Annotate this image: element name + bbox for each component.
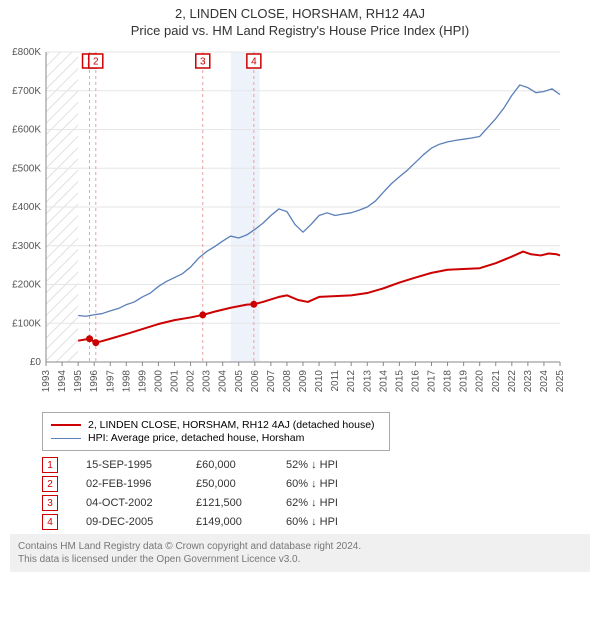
- svg-text:2007: 2007: [266, 370, 277, 393]
- transaction-price: £121,500: [196, 497, 286, 509]
- svg-text:2005: 2005: [234, 370, 245, 393]
- svg-text:2008: 2008: [282, 370, 293, 393]
- transaction-price: £50,000: [196, 478, 286, 490]
- transaction-date: 09-DEC-2005: [86, 516, 196, 528]
- legend-item: HPI: Average price, detached house, Hors…: [51, 432, 381, 444]
- svg-text:2013: 2013: [362, 370, 373, 393]
- transactions-table: 1 15-SEP-1995£60,00052% ↓ HPI 2 02-FEB-1996…: [42, 457, 590, 530]
- transaction-badge: 3: [42, 495, 58, 511]
- svg-text:2023: 2023: [523, 370, 534, 393]
- svg-text:£700K: £700K: [12, 86, 41, 97]
- svg-text:£500K: £500K: [12, 163, 41, 174]
- legend-label: 2, LINDEN CLOSE, HORSHAM, RH12 4AJ (deta…: [88, 419, 375, 431]
- transaction-date: 15-SEP-1995: [86, 459, 196, 471]
- svg-text:£100K: £100K: [12, 318, 41, 329]
- attribution-footer: Contains HM Land Registry data © Crown c…: [10, 534, 590, 572]
- svg-text:2004: 2004: [218, 370, 229, 393]
- svg-text:3: 3: [200, 57, 206, 68]
- svg-text:2012: 2012: [346, 370, 357, 393]
- transaction-row: 4 09-DEC-2005£149,00060% ↓ HPI: [42, 514, 590, 530]
- svg-text:2000: 2000: [153, 370, 164, 393]
- transaction-date: 04-OCT-2002: [86, 497, 196, 509]
- transaction-badge: 4: [42, 514, 58, 530]
- chart-svg: £0 £100K £200K £300K £400K £500K £600K £700K £80…: [0, 44, 570, 404]
- svg-text:1997: 1997: [105, 370, 116, 393]
- transaction-row: 1 15-SEP-1995£60,00052% ↓ HPI: [42, 457, 590, 473]
- chart-container: 2, LINDEN CLOSE, HORSHAM, RH12 4AJ Price…: [0, 0, 600, 572]
- svg-text:2025: 2025: [555, 370, 566, 393]
- svg-text:£200K: £200K: [12, 280, 41, 291]
- svg-text:£600K: £600K: [12, 125, 41, 136]
- svg-text:1999: 1999: [137, 370, 148, 393]
- svg-text:£300K: £300K: [12, 241, 41, 252]
- transaction-row: 2 02-FEB-1996£50,00060% ↓ HPI: [42, 476, 590, 492]
- svg-text:1995: 1995: [73, 370, 84, 393]
- svg-text:2015: 2015: [394, 370, 405, 393]
- transaction-price: £60,000: [196, 459, 286, 471]
- svg-text:2: 2: [93, 57, 99, 68]
- svg-text:4: 4: [251, 57, 257, 68]
- svg-text:2019: 2019: [459, 370, 470, 393]
- svg-text:2024: 2024: [539, 370, 550, 393]
- titles: 2, LINDEN CLOSE, HORSHAM, RH12 4AJ Price…: [0, 0, 600, 38]
- title-subtitle: Price paid vs. HM Land Registry's House …: [0, 23, 600, 38]
- legend-swatch: [51, 424, 81, 426]
- legend-swatch: [51, 438, 81, 439]
- svg-text:2011: 2011: [330, 370, 341, 392]
- svg-text:2016: 2016: [410, 370, 421, 393]
- svg-text:2010: 2010: [314, 370, 325, 393]
- svg-text:2006: 2006: [250, 370, 261, 393]
- legend-item: 2, LINDEN CLOSE, HORSHAM, RH12 4AJ (deta…: [51, 419, 381, 431]
- svg-text:£0: £0: [30, 357, 42, 368]
- transaction-badge: 2: [42, 476, 58, 492]
- svg-text:2001: 2001: [170, 370, 181, 393]
- svg-text:2021: 2021: [491, 370, 502, 393]
- svg-text:2017: 2017: [427, 370, 438, 393]
- legend-label: HPI: Average price, detached house, Hors…: [88, 432, 304, 444]
- svg-text:2018: 2018: [443, 370, 454, 393]
- transaction-badge: 1: [42, 457, 58, 473]
- svg-text:2009: 2009: [298, 370, 309, 393]
- legend: 2, LINDEN CLOSE, HORSHAM, RH12 4AJ (deta…: [42, 412, 390, 451]
- transaction-price: £149,000: [196, 516, 286, 528]
- svg-text:2020: 2020: [475, 370, 486, 393]
- svg-text:1993: 1993: [41, 370, 52, 393]
- svg-text:2014: 2014: [378, 370, 389, 393]
- svg-text:2002: 2002: [186, 370, 197, 393]
- svg-text:£400K: £400K: [12, 202, 41, 213]
- svg-text:1994: 1994: [57, 370, 68, 393]
- footer-line-1: Contains HM Land Registry data © Crown c…: [18, 540, 582, 553]
- svg-text:1998: 1998: [121, 370, 132, 393]
- transaction-pct: 52% ↓ HPI: [286, 459, 376, 471]
- transaction-pct: 62% ↓ HPI: [286, 497, 376, 509]
- svg-text:£800K: £800K: [12, 47, 41, 58]
- transaction-date: 02-FEB-1996: [86, 478, 196, 490]
- chart: £0 £100K £200K £300K £400K £500K £600K £700K £80…: [0, 44, 570, 404]
- transaction-pct: 60% ↓ HPI: [286, 478, 376, 490]
- transaction-row: 3 04-OCT-2002£121,50062% ↓ HPI: [42, 495, 590, 511]
- svg-text:2022: 2022: [507, 370, 518, 393]
- title-address: 2, LINDEN CLOSE, HORSHAM, RH12 4AJ: [0, 6, 600, 21]
- svg-text:2003: 2003: [202, 370, 213, 393]
- svg-text:1996: 1996: [89, 370, 100, 393]
- footer-line-2: This data is licensed under the Open Gov…: [18, 553, 582, 566]
- transaction-pct: 60% ↓ HPI: [286, 516, 376, 528]
